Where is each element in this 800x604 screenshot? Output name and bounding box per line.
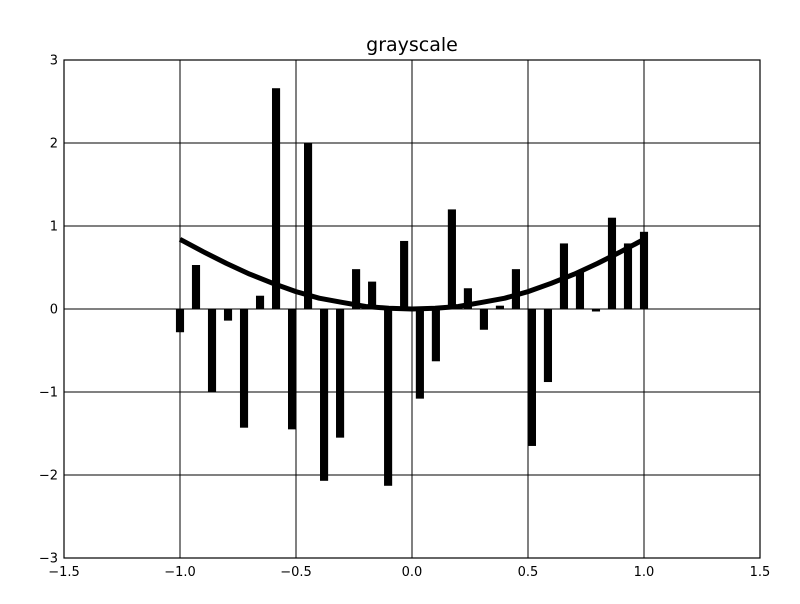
bar [607,217,617,309]
y-tick-label: 3 [50,54,58,69]
x-tick-label: 0.5 [518,565,539,580]
bar [336,309,345,438]
bar [320,309,329,481]
bar [479,309,488,330]
bar [287,309,297,430]
bar [447,209,456,309]
y-tick-label: −1 [39,386,58,401]
bar [495,305,504,309]
bar [255,295,265,309]
y-tick-label: 1 [50,220,58,235]
bar [623,243,633,309]
bar [575,271,585,309]
bar [511,269,520,309]
y-tick-label: −3 [39,552,58,567]
bar [463,288,472,309]
bar [304,143,313,309]
bar [415,309,424,399]
bar [400,240,409,309]
bar [352,269,361,309]
x-tick-label: −1.0 [164,565,196,580]
bar [207,309,217,392]
x-tick-label: −1.5 [48,565,80,580]
bar [591,309,601,312]
chart-title: grayscale [366,34,458,56]
bar [223,309,233,321]
bar [271,88,281,309]
bar [431,309,440,362]
x-tick-label: −0.5 [280,565,312,580]
y-tick-label: 2 [50,137,58,152]
bar [543,309,553,383]
x-tick-label: 1.5 [750,565,771,580]
y-tick-label: 0 [50,303,58,318]
x-tick-label: 0.0 [402,565,423,580]
bar [175,309,185,333]
x-tick-label: 1.0 [634,565,655,580]
bar [527,309,537,446]
axes-frame [63,59,761,559]
bar [639,231,649,309]
y-tick-label: −2 [39,469,58,484]
bar [368,281,377,309]
bar [239,309,249,428]
bar [191,265,201,309]
curve-line [178,237,646,312]
bar [384,309,393,486]
